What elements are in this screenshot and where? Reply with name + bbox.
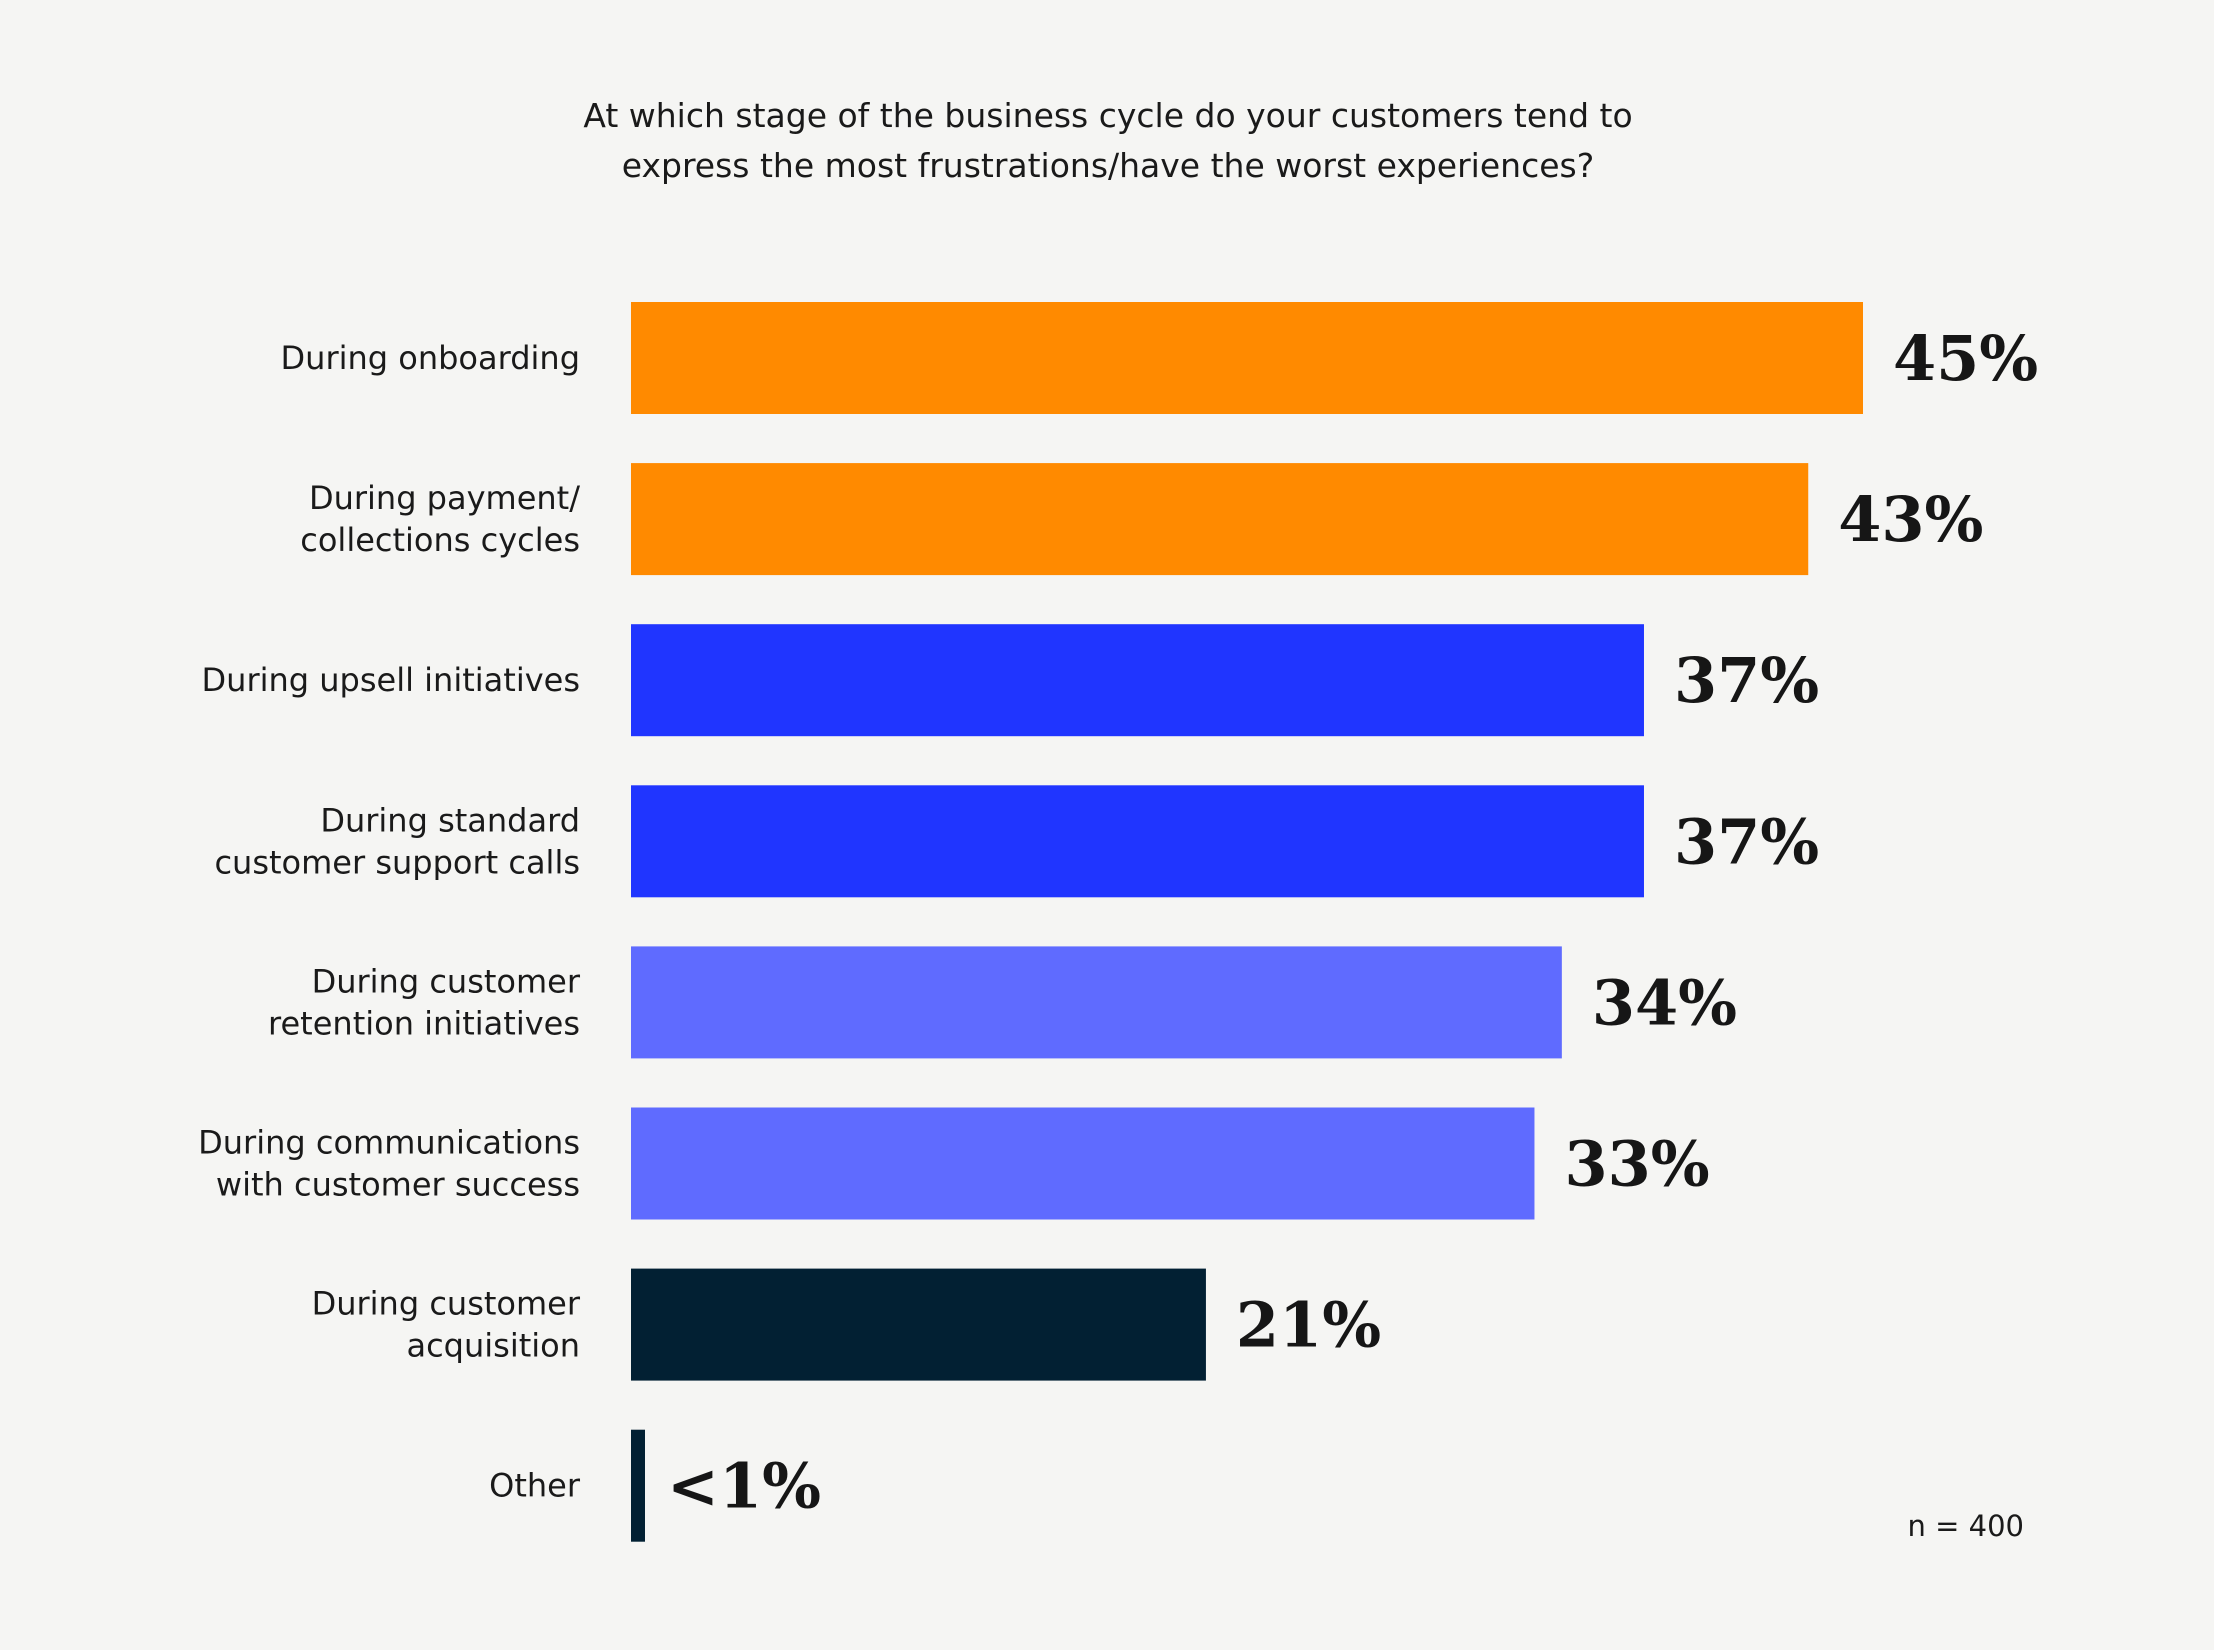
category-label-1: During onboarding <box>281 339 580 377</box>
sample-size-note: n = 400 <box>1908 1509 2024 1543</box>
category-label-6: During communications with customer succe… <box>198 1124 580 1204</box>
category-label-line: During upsell initiatives <box>202 661 580 699</box>
value-label-8: <1% <box>667 1450 821 1523</box>
category-label-2: During payment/collections cycles <box>300 479 580 559</box>
category-label-line: During standard <box>320 801 580 839</box>
value-labels-group: 45% 43% 37% 37% 34% 33% 21% <1% <box>667 322 2038 1523</box>
category-label-line: During communications <box>198 1124 580 1162</box>
bar-7 <box>631 1268 1206 1381</box>
value-label-4: 37% <box>1674 805 1819 878</box>
bars-group <box>631 302 1863 1542</box>
value-label-1: 45% <box>1893 322 2038 395</box>
value-label-5: 34% <box>1592 966 1737 1039</box>
category-label-line: During onboarding <box>281 339 580 377</box>
bar-1 <box>631 302 1863 414</box>
category-label-4: During standard customer support calls <box>214 801 580 881</box>
category-label-line: During payment/ <box>309 479 580 517</box>
bar-3 <box>631 624 1644 737</box>
value-label-2: 43% <box>1838 483 1983 556</box>
value-label-3: 37% <box>1674 644 1819 717</box>
chart-title-line-1: At which stage of the business cycle do … <box>583 96 1632 135</box>
category-label-line: Other <box>489 1467 581 1505</box>
category-label-7: During customer acquisition <box>312 1285 581 1365</box>
chart-title-line-2: express the most frustrations/have the w… <box>622 146 1594 185</box>
category-label-line: with customer success <box>216 1166 580 1204</box>
category-label-line: retention initiatives <box>268 1004 580 1042</box>
category-label-line: customer support calls <box>214 843 580 881</box>
value-label-6: 33% <box>1564 1128 1709 1201</box>
value-label-7: 21% <box>1236 1289 1381 1362</box>
category-label-3: During upsell initiatives <box>202 661 580 699</box>
category-label-line: During customer <box>312 962 581 1000</box>
bar-6 <box>631 1107 1535 1220</box>
category-label-8: Other <box>489 1467 581 1505</box>
category-label-line: collections cycles <box>300 521 580 559</box>
chart-title: At which stage of the business cycle do … <box>583 96 1632 185</box>
bar-2 <box>631 463 1809 576</box>
category-label-line: During customer <box>312 1285 581 1323</box>
category-label-5: During customer retention initiatives <box>268 962 581 1042</box>
category-label-line: acquisition <box>406 1327 580 1365</box>
bar-4 <box>631 785 1644 898</box>
bar-8 <box>631 1429 645 1542</box>
category-labels-group: During onboarding During payment/collecti… <box>198 339 581 1505</box>
bar-5 <box>631 946 1562 1059</box>
